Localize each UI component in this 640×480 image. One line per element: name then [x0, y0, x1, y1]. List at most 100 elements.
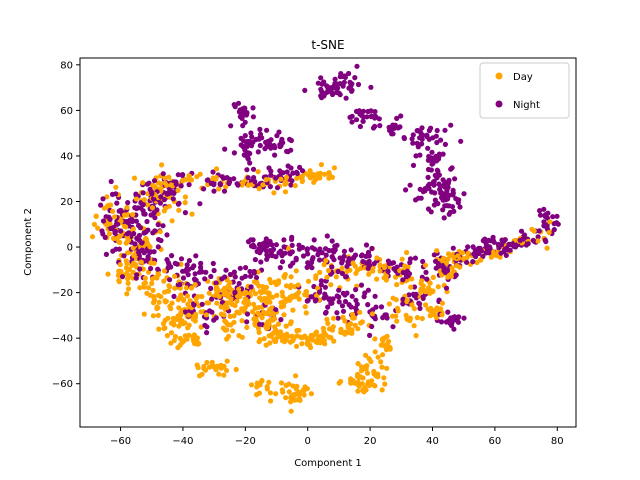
point-night [407, 182, 413, 188]
point-day [439, 312, 445, 318]
point-night [294, 170, 300, 177]
point-day [491, 251, 497, 257]
point-day [123, 258, 129, 264]
point-night [349, 81, 355, 87]
point-day [218, 365, 225, 371]
point-night [365, 108, 371, 115]
point-night [199, 301, 205, 307]
point-day [138, 259, 144, 265]
point-night [239, 106, 246, 112]
point-day [273, 391, 279, 397]
point-day [252, 305, 258, 311]
point-night [288, 165, 294, 171]
point-day [181, 297, 187, 303]
point-day [326, 171, 332, 177]
point-night [372, 109, 378, 115]
point-night [277, 168, 283, 174]
point-night [409, 136, 415, 142]
point-day [159, 162, 165, 168]
point-night [414, 140, 420, 146]
legend-marker-day [495, 72, 503, 80]
point-night [429, 149, 435, 155]
point-night [231, 269, 237, 275]
point-night [432, 197, 438, 203]
point-night [446, 203, 452, 209]
point-night [136, 232, 143, 239]
point-day [184, 336, 190, 342]
point-day [206, 364, 212, 370]
point-day [305, 172, 311, 178]
point-night [424, 132, 430, 138]
point-night [288, 137, 294, 144]
point-night [185, 272, 191, 278]
point-day [374, 276, 380, 282]
point-night [410, 162, 417, 168]
point-day [198, 309, 204, 315]
point-night [339, 270, 345, 277]
point-night [247, 151, 253, 157]
point-day [222, 302, 229, 308]
point-day [89, 234, 96, 240]
point-night [341, 248, 347, 254]
point-night [244, 167, 250, 173]
point-day [186, 332, 192, 338]
point-night [360, 108, 367, 114]
point-night [119, 274, 126, 280]
point-night [136, 237, 142, 243]
point-night [249, 134, 255, 140]
point-night [302, 87, 308, 93]
point-day [186, 312, 192, 318]
point-night [417, 305, 423, 311]
point-day [194, 335, 200, 341]
point-day [175, 313, 181, 319]
point-day [339, 265, 345, 271]
point-day [283, 323, 289, 329]
point-night [150, 230, 156, 236]
point-night [373, 304, 379, 310]
point-night [395, 125, 401, 131]
point-night [343, 274, 349, 280]
point-day [320, 325, 326, 331]
point-night [305, 251, 311, 257]
point-night [219, 174, 225, 180]
point-day [236, 333, 242, 339]
point-night [279, 259, 286, 265]
point-night [192, 271, 198, 277]
point-day [203, 312, 209, 318]
point-night [284, 169, 290, 175]
point-day [299, 335, 305, 341]
point-night [440, 262, 446, 269]
point-night [334, 310, 340, 316]
point-night [373, 114, 379, 120]
point-day [267, 390, 274, 396]
point-day [160, 321, 167, 327]
point-night [406, 292, 412, 298]
point-day [280, 302, 286, 308]
point-night [523, 242, 530, 248]
point-night [141, 230, 147, 236]
point-day [283, 337, 289, 343]
point-night [425, 145, 431, 151]
point-day [209, 359, 215, 365]
point-night [285, 149, 291, 155]
point-night [277, 265, 283, 271]
point-day [267, 340, 273, 346]
point-night [411, 284, 418, 290]
point-night [245, 156, 251, 162]
point-night [237, 265, 243, 271]
point-night [425, 174, 431, 180]
y-tick-label: 60 [60, 106, 73, 117]
point-night [157, 200, 163, 206]
point-day [288, 319, 294, 325]
point-night [272, 152, 278, 158]
point-day [386, 301, 392, 307]
point-night [222, 274, 228, 280]
point-day [179, 339, 185, 345]
point-night [268, 172, 274, 178]
x-tick-label: −20 [235, 436, 256, 447]
point-night [318, 282, 324, 288]
point-day [435, 284, 441, 290]
point-night [184, 262, 190, 268]
point-night [236, 280, 242, 287]
point-night [289, 249, 295, 255]
